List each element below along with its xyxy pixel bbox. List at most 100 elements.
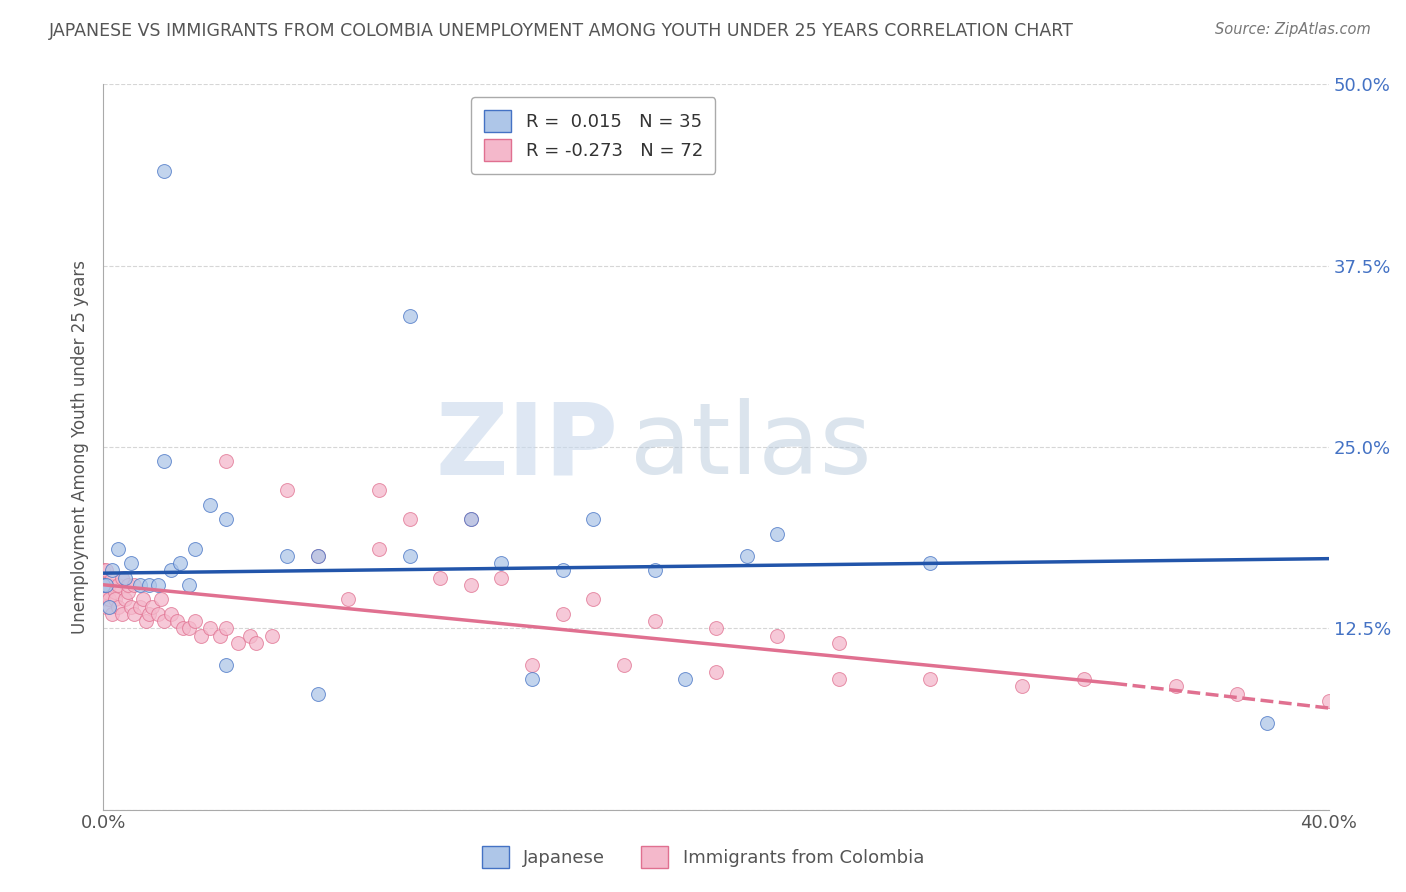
Point	[91, 578, 114, 592]
Point	[735, 549, 758, 563]
Text: atlas: atlas	[630, 399, 872, 495]
Point	[551, 607, 574, 621]
Point	[153, 614, 176, 628]
Point	[367, 541, 389, 556]
Point	[91, 592, 114, 607]
Point	[150, 592, 173, 607]
Point	[107, 541, 129, 556]
Point	[177, 578, 200, 592]
Point	[1073, 672, 1095, 686]
Point	[159, 563, 181, 577]
Point	[129, 578, 152, 592]
Point	[920, 672, 942, 686]
Point	[104, 585, 127, 599]
Point	[117, 585, 139, 599]
Point	[1226, 686, 1249, 700]
Point	[190, 628, 212, 642]
Point	[120, 599, 142, 614]
Point	[398, 512, 420, 526]
Legend: Japanese, Immigrants from Colombia: Japanese, Immigrants from Colombia	[471, 835, 935, 879]
Point	[1164, 679, 1187, 693]
Point	[337, 592, 360, 607]
Point	[551, 563, 574, 577]
Point	[184, 614, 207, 628]
Point	[613, 657, 636, 672]
Point	[704, 621, 727, 635]
Point	[122, 607, 145, 621]
Point	[96, 578, 118, 592]
Point	[107, 599, 129, 614]
Point	[169, 556, 191, 570]
Point	[110, 607, 132, 621]
Text: ZIP: ZIP	[434, 399, 617, 495]
Point	[107, 578, 129, 592]
Point	[215, 657, 238, 672]
Point	[644, 563, 666, 577]
Point	[101, 607, 124, 621]
Text: JAPANESE VS IMMIGRANTS FROM COLOMBIA UNEMPLOYMENT AMONG YOUTH UNDER 25 YEARS COR: JAPANESE VS IMMIGRANTS FROM COLOMBIA UNE…	[49, 22, 1074, 40]
Point	[520, 672, 543, 686]
Point	[117, 578, 139, 592]
Point	[215, 512, 238, 526]
Point	[177, 621, 200, 635]
Point	[172, 621, 194, 635]
Y-axis label: Unemployment Among Youth under 25 years: Unemployment Among Youth under 25 years	[72, 260, 89, 634]
Point	[96, 585, 118, 599]
Point	[148, 578, 170, 592]
Point	[226, 636, 249, 650]
Point	[215, 454, 238, 468]
Point	[827, 672, 849, 686]
Point	[98, 592, 121, 607]
Point	[460, 512, 482, 526]
Point	[135, 614, 157, 628]
Point	[398, 549, 420, 563]
Point	[138, 607, 160, 621]
Point	[245, 636, 267, 650]
Point	[491, 570, 513, 584]
Point	[920, 556, 942, 570]
Point	[215, 621, 238, 635]
Point	[114, 592, 136, 607]
Point	[98, 578, 121, 592]
Point	[200, 498, 222, 512]
Point	[120, 556, 142, 570]
Point	[184, 541, 207, 556]
Point	[159, 607, 181, 621]
Point	[582, 512, 605, 526]
Point	[260, 628, 283, 642]
Point	[153, 164, 176, 178]
Point	[1256, 715, 1278, 730]
Point	[239, 628, 262, 642]
Point	[208, 628, 231, 642]
Point	[91, 578, 114, 592]
Point	[520, 657, 543, 672]
Point	[460, 512, 482, 526]
Point	[429, 570, 451, 584]
Point	[122, 578, 145, 592]
Point	[367, 483, 389, 498]
Point	[827, 636, 849, 650]
Point	[460, 578, 482, 592]
Point	[582, 592, 605, 607]
Legend: R =  0.015   N = 35, R = -0.273   N = 72: R = 0.015 N = 35, R = -0.273 N = 72	[471, 97, 716, 174]
Point	[101, 570, 124, 584]
Point	[307, 549, 329, 563]
Point	[148, 607, 170, 621]
Point	[166, 614, 188, 628]
Point	[138, 578, 160, 592]
Point	[96, 563, 118, 577]
Point	[98, 599, 121, 614]
Point	[101, 563, 124, 577]
Point	[307, 549, 329, 563]
Point	[91, 563, 114, 577]
Point	[114, 570, 136, 584]
Point	[141, 599, 163, 614]
Text: Source: ZipAtlas.com: Source: ZipAtlas.com	[1215, 22, 1371, 37]
Point	[398, 310, 420, 324]
Point	[276, 483, 298, 498]
Point	[766, 628, 789, 642]
Point	[1011, 679, 1033, 693]
Point	[132, 592, 155, 607]
Point	[673, 672, 696, 686]
Point	[644, 614, 666, 628]
